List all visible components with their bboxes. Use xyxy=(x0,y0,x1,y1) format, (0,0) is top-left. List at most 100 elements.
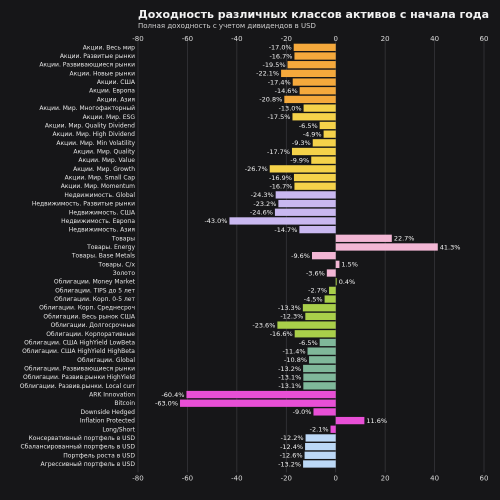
data-label: -19.5% xyxy=(263,61,286,69)
bar xyxy=(309,356,336,364)
category-label: Облигации. TIPS до 5 лет xyxy=(55,287,135,294)
data-label: -2.1% xyxy=(310,426,329,434)
x-tick-label-bottom: -20 xyxy=(281,474,292,482)
category-label: Акции. Мир. ESG xyxy=(83,114,136,121)
category-label: Акции. Азия xyxy=(97,96,136,103)
category-label: Акции. США xyxy=(97,79,136,86)
data-label: -14.6% xyxy=(275,87,298,95)
bar xyxy=(294,330,336,338)
data-label: -23.2% xyxy=(253,200,276,208)
data-label: -63.0% xyxy=(155,400,178,408)
data-label: -9.0% xyxy=(293,408,312,416)
category-label: Акции. Весь мир xyxy=(83,44,135,51)
category-label: Облигации. Долгосрочные xyxy=(51,322,136,329)
data-label: -24.3% xyxy=(251,191,274,199)
data-label: -13.2% xyxy=(278,365,301,373)
bar xyxy=(319,121,336,130)
bar xyxy=(299,87,336,95)
category-label: Акции. Мир. Momentum xyxy=(61,183,135,190)
category-label: Облигации. Money Market xyxy=(54,279,136,286)
category-label: Недвижимость. Европа xyxy=(61,218,135,225)
data-label: -17.7% xyxy=(267,148,290,156)
category-label: Акции. Мир. Small Cap xyxy=(65,175,136,182)
x-tick-label-top: 20 xyxy=(381,35,390,43)
bar xyxy=(293,173,336,182)
bar xyxy=(305,434,336,442)
data-label: -17.5% xyxy=(267,113,290,121)
data-label: -2.7% xyxy=(308,287,327,295)
category-label: Портфель роста в USD xyxy=(63,452,135,459)
bar xyxy=(303,382,336,390)
bar xyxy=(312,139,336,147)
category-label: Товары. Energy xyxy=(86,244,135,251)
category-label: Облигации. Корпоративные xyxy=(46,331,135,338)
category-label: Облигации. США HighYield LowBeta xyxy=(24,339,135,346)
category-label: Агрессивный портфель в USD xyxy=(40,461,135,468)
data-label: -13.1% xyxy=(278,373,301,381)
data-label: -23.6% xyxy=(252,321,275,329)
bar xyxy=(335,260,340,268)
bar xyxy=(229,217,336,225)
bar xyxy=(313,408,336,416)
category-label: Недвижимость. Global xyxy=(64,192,135,199)
category-label: Облигации. Корп. 0-5 лет xyxy=(54,296,135,303)
x-tick-label-top: 40 xyxy=(430,35,439,43)
bar xyxy=(307,347,336,355)
category-label: Облигации. Корп. Среднесроч xyxy=(39,305,135,312)
category-label: Акции. Мир. Min Volatility xyxy=(56,140,135,147)
category-label: Товары xyxy=(111,235,135,242)
chart-subtitle: Полная доходность с учетом дивидендов в … xyxy=(138,22,316,30)
data-label: -16.7% xyxy=(269,183,292,191)
data-label: -13.0% xyxy=(279,104,302,112)
category-label: ARK Innovation xyxy=(89,392,135,399)
bar xyxy=(305,442,336,451)
bar xyxy=(299,225,336,234)
data-label: 22.7% xyxy=(394,235,415,243)
bar xyxy=(292,113,336,121)
bar xyxy=(294,182,336,190)
category-label: Акции. Мир. Value xyxy=(78,157,135,164)
x-tick-label-top: -60 xyxy=(182,35,193,43)
category-label: Акции. Мир. Growth xyxy=(73,166,135,173)
category-label: Облигации. США HighYield HighBeta xyxy=(22,348,135,355)
category-label: Long/Short xyxy=(102,426,135,433)
category-label: Акции. Мир. Quality Dividend xyxy=(45,122,135,129)
bar xyxy=(275,191,336,199)
category-label: Товары. С/х xyxy=(97,261,135,268)
data-label: -9.6% xyxy=(291,252,310,260)
category-label: Облигации. Развив.рынки. Local curr xyxy=(20,383,136,390)
bar xyxy=(303,460,336,468)
bar xyxy=(335,278,337,286)
data-label: -22.1% xyxy=(256,70,279,78)
x-tick-label-top: 60 xyxy=(480,35,489,43)
data-label: 41.3% xyxy=(440,243,461,251)
data-label: -9.3% xyxy=(292,139,311,147)
category-label: Акции. Новые рынки xyxy=(70,70,136,77)
bar xyxy=(335,416,365,425)
bar xyxy=(324,295,336,303)
data-label: 0.4% xyxy=(339,278,356,286)
x-tick-label-top: -40 xyxy=(231,35,242,43)
data-label: -9.9% xyxy=(290,156,309,164)
x-tick-label-bottom: -80 xyxy=(132,474,143,482)
bar xyxy=(291,147,336,156)
chart-title: Доходность различных классов активов с н… xyxy=(138,8,490,21)
category-label: Облигации. Весь рынок США xyxy=(43,313,136,320)
x-tick-label-bottom: -60 xyxy=(182,474,193,482)
bar xyxy=(293,43,336,51)
category-label: Товары. Base Metals xyxy=(71,253,135,260)
bar xyxy=(335,234,392,242)
data-label: -6.5% xyxy=(299,122,318,130)
data-label: -13.2% xyxy=(278,460,301,468)
data-label: -11.4% xyxy=(283,347,306,355)
data-label: -60.4% xyxy=(161,391,184,399)
bar xyxy=(294,52,336,60)
category-label: Акции. Мир. High Dividend xyxy=(53,131,136,138)
bar xyxy=(281,69,336,78)
bar xyxy=(323,130,336,138)
x-tick-label-bottom: 0 xyxy=(333,474,337,482)
category-label: Downside Hedged xyxy=(80,409,135,416)
bar xyxy=(305,312,336,321)
